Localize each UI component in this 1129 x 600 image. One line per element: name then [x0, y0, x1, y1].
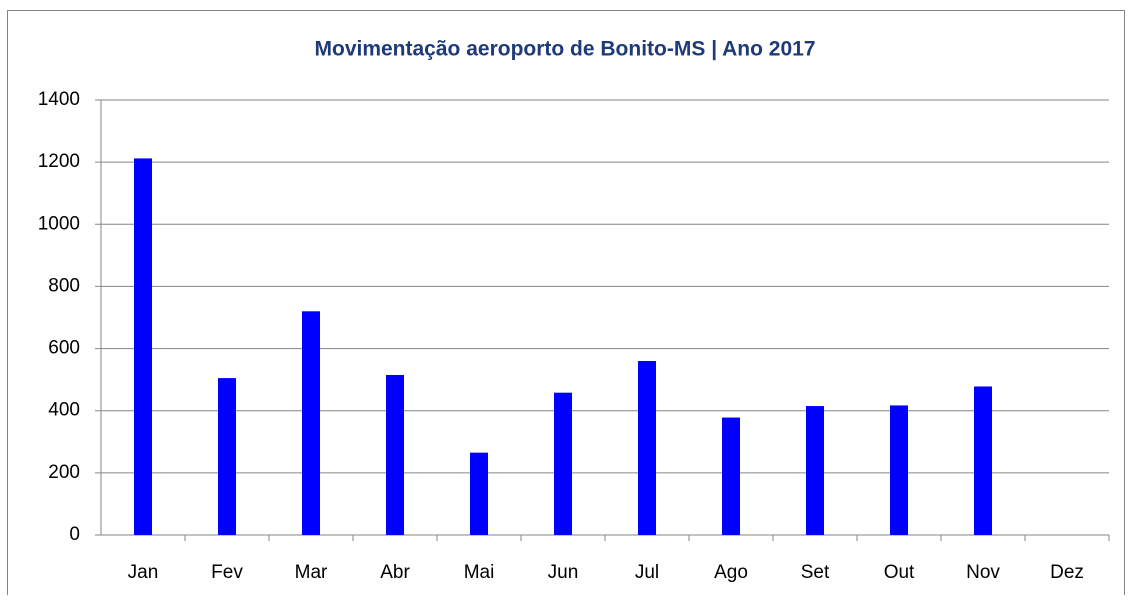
x-tick-label: Jan — [128, 562, 159, 583]
x-tick-label: Nov — [966, 562, 1000, 583]
bar — [470, 452, 488, 535]
bar — [722, 417, 740, 535]
bar — [806, 406, 824, 535]
bar — [638, 361, 656, 535]
x-tick-label: Dez — [1050, 562, 1084, 583]
x-tick-label: Ago — [714, 562, 748, 583]
y-tick-label: 600 — [48, 338, 80, 359]
x-tick-label: Out — [884, 562, 915, 583]
bar — [554, 392, 572, 535]
y-tick-label: 1000 — [38, 213, 80, 234]
y-tick-label: 800 — [48, 275, 80, 296]
x-tick-label: Fev — [211, 562, 243, 583]
x-tick-label: Jul — [635, 562, 659, 583]
y-tick-label: 200 — [48, 462, 80, 483]
y-tick-label: 0 — [69, 524, 80, 545]
x-tick-label: Set — [801, 562, 830, 583]
chart-title: Movimentação aeroporto de Bonito-MS | An… — [315, 38, 816, 61]
bar — [890, 405, 908, 535]
bar — [218, 378, 236, 535]
bar — [386, 374, 404, 535]
bar — [302, 311, 320, 535]
bar — [974, 386, 992, 535]
x-tick-label: Jun — [548, 562, 579, 583]
y-tick-label: 1400 — [38, 89, 80, 110]
y-tick-label: 1200 — [38, 151, 80, 172]
x-tick-label: Mai — [464, 562, 495, 583]
bar — [134, 158, 152, 535]
x-tick-label: Abr — [380, 562, 410, 583]
y-tick-label: 400 — [48, 400, 80, 421]
x-tick-label: Mar — [295, 562, 328, 583]
